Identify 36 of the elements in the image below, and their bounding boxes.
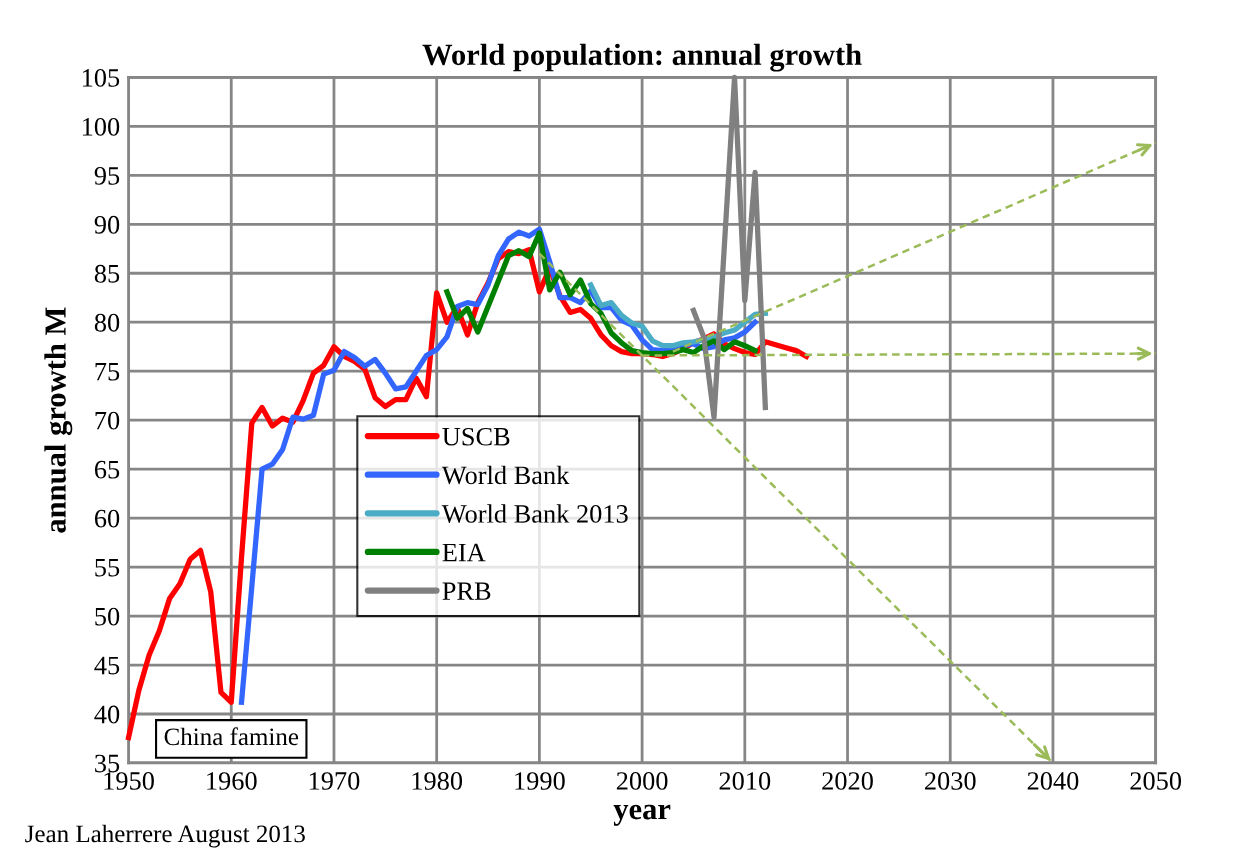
legend-label: PRB — [442, 582, 491, 600]
x-tick-label: 2030 — [925, 772, 976, 790]
y-tick-label: 95 — [94, 166, 120, 185]
y-tick-label: 60 — [94, 509, 120, 528]
x-axis-title: year — [613, 804, 671, 826]
y-tick-label: 70 — [95, 411, 120, 430]
legend-label: World Bank — [441, 465, 570, 485]
y-tick-label: 75 — [95, 363, 120, 381]
legend-label: World Bank 2013 — [441, 504, 628, 523]
x-tick-label: 2010 — [719, 772, 771, 790]
x-tick-label: 1980 — [412, 772, 463, 790]
legend-label: USCB — [442, 427, 510, 446]
x-tick-label: 2020 — [822, 772, 873, 790]
y-tick-label: 35 — [95, 754, 120, 773]
x-tick-label: 1950 — [104, 772, 154, 790]
y-tick-label: 65 — [94, 460, 120, 479]
x-tick-label: 2000 — [616, 772, 668, 790]
y-tick-label: 85 — [94, 264, 120, 283]
y-tick-label: 100 — [82, 117, 120, 136]
x-tick-label: 2050 — [1130, 772, 1182, 790]
y-tick-label: 90 — [94, 215, 120, 234]
x-tick-label: 1960 — [207, 772, 257, 790]
y-tick-label: 105 — [82, 68, 120, 87]
y-tick-label: 50 — [95, 607, 120, 626]
chart-title: World population: annual growth — [422, 43, 862, 72]
x-tick-label: 2040 — [1027, 772, 1079, 790]
annotation: China famine — [164, 727, 299, 746]
text: Jean Laherrere August 2013 — [25, 824, 305, 848]
y-tick-label: 55 — [95, 558, 120, 577]
x-tick-label: 1970 — [309, 772, 360, 790]
y-tick-label: 45 — [94, 656, 120, 675]
y-tick-label: 80 — [94, 313, 120, 332]
y-axis-title: annual growth M — [44, 307, 73, 533]
x-tick-label: 1990 — [515, 772, 565, 790]
y-tick-label: 40 — [94, 705, 120, 724]
legend-label: EIA — [442, 543, 486, 562]
